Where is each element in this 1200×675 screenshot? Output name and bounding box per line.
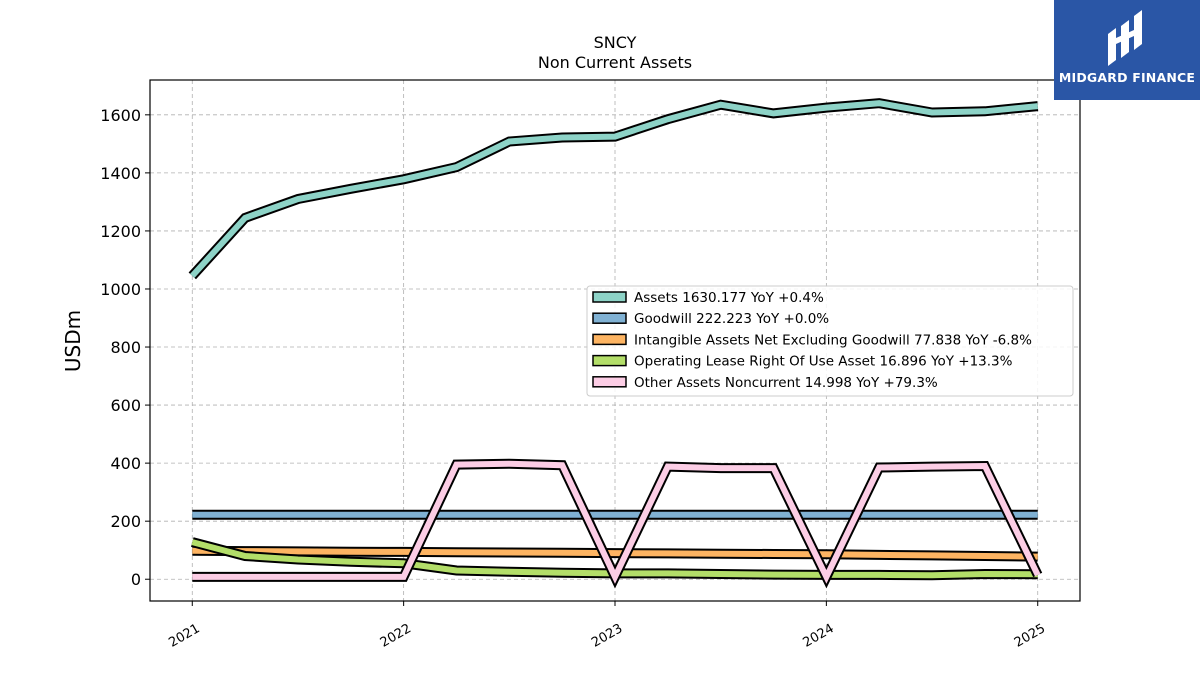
y-tick-label: 1200	[100, 222, 141, 241]
chart-subtitle: Non Current Assets	[538, 53, 692, 72]
y-tick-label: 1400	[100, 164, 141, 183]
legend-swatch	[592, 354, 627, 367]
brand-logo: MIDGARD FINANCE	[1054, 0, 1200, 100]
y-tick-label: 600	[110, 396, 141, 415]
legend-swatch	[592, 291, 627, 303]
x-tick-label: 2022	[378, 621, 414, 651]
legend-entry: Operating Lease Right Of Use Asset 16.89…	[634, 354, 1013, 370]
x-tick-label: 2021	[166, 621, 202, 651]
legend-entry: Goodwill 222.223 YoY +0.0%	[634, 311, 829, 327]
x-tick-label: 2024	[801, 621, 837, 651]
series-line	[192, 547, 1038, 560]
y-tick-label: 1600	[100, 106, 141, 125]
midgard-logo-icon	[1108, 10, 1142, 66]
series-2	[192, 545, 1038, 562]
y-tick-label: 400	[110, 454, 141, 473]
legend-entry: Intangible Assets Net Excluding Goodwill…	[634, 332, 1032, 348]
brand-name: MIDGARD FINANCE	[1058, 70, 1196, 85]
series-0	[188, 98, 1039, 280]
x-tick-label: 2023	[589, 621, 625, 651]
legend-entry: Other Assets Noncurrent 14.998 YoY +79.3…	[634, 375, 938, 391]
legend-box	[586, 285, 1074, 397]
x-tick-label: 2025	[1012, 621, 1048, 651]
y-axis-ticks: 0 200 400 600 800 1000 1200 1400 1600	[100, 106, 150, 589]
series-line	[192, 460, 1041, 584]
series-layer	[188, 98, 1043, 589]
series-4	[192, 458, 1043, 589]
series-line	[190, 100, 1038, 278]
y-tick-label: 200	[110, 512, 141, 531]
chart-title: SNCY	[594, 33, 637, 52]
x-axis-ticks: 2021 2022 2023 2024 2025	[166, 601, 1048, 651]
y-axis-label: USDm	[61, 310, 85, 372]
legend-swatch	[592, 376, 627, 388]
y-tick-label: 800	[110, 338, 141, 357]
y-tick-label: 0	[131, 570, 141, 589]
legend-swatch	[592, 312, 627, 324]
legend-swatch	[592, 333, 627, 346]
legend-entry: Assets 1630.177 YoY +0.4%	[634, 290, 824, 306]
legend: Assets 1630.177 YoY +0.4% Goodwill 222.22…	[586, 285, 1074, 397]
y-tick-label: 1000	[100, 280, 141, 299]
